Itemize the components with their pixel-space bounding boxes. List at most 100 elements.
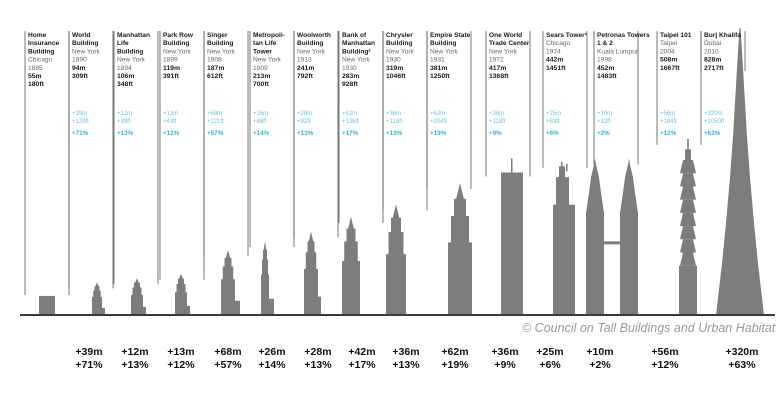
increase-ft: +39ft: [117, 119, 131, 125]
building-silhouette: [92, 282, 105, 315]
building-name: Building: [207, 40, 233, 47]
building-name: Building: [28, 48, 54, 55]
building-silhouette: [175, 273, 190, 315]
building-name: Building: [297, 40, 323, 47]
footer-increase: +320m+63%: [726, 346, 759, 371]
increase-pct: +6%: [546, 130, 559, 137]
building-name: Petronas Towers: [597, 32, 650, 39]
label-frame: [542, 31, 588, 168]
increase-ft: +83ft: [546, 119, 560, 125]
footer-increase-m: +28m: [304, 346, 331, 358]
building-city: New York: [207, 48, 236, 55]
footer-increase-m: +36m: [392, 346, 419, 358]
building-name: Park Row: [163, 32, 194, 39]
building-name: Insurance: [28, 40, 59, 47]
building-year: 1908: [207, 57, 222, 64]
building-silhouette: [221, 250, 240, 315]
increase-m: +320m: [704, 111, 723, 117]
increase-ft: +1050ft: [704, 119, 725, 125]
footer-increase-m: +62m: [441, 346, 468, 358]
increase-ft: +43ft: [163, 119, 177, 125]
building-silhouette: [131, 278, 146, 315]
building-name: Sears Tower¹: [546, 32, 587, 39]
footer-increase-pct: +13%: [121, 359, 149, 371]
building-height-m: 283m: [342, 73, 359, 80]
building-height-m: 213m: [253, 73, 270, 80]
increase-pct: +19%: [430, 130, 447, 137]
footer-increase: +26m+14%: [258, 346, 286, 371]
footer-increase: +25m+6%: [536, 346, 563, 371]
building-year: 1998: [597, 57, 612, 64]
footer-increase-m: +26m: [258, 346, 285, 358]
footer-increase-pct: +12%: [167, 359, 195, 371]
building-name: Building: [163, 40, 189, 47]
footer-increase: +12m+13%: [121, 346, 149, 371]
increase-ft: +118ft: [386, 119, 403, 125]
building-year: 1909: [253, 65, 268, 72]
increase-m: +56m: [660, 111, 675, 117]
building-silhouette: [386, 204, 406, 315]
building-height-m: 187m: [207, 65, 224, 72]
increase-pct: +9%: [489, 130, 502, 137]
increase-pct: +2%: [597, 130, 610, 137]
building-name: Manhattan: [117, 32, 150, 39]
building-height-m: 442m: [546, 57, 563, 64]
building-height-ft: 612ft: [207, 73, 224, 80]
label-frame: [68, 31, 114, 289]
footer-increase-pct: +6%: [539, 359, 561, 371]
footer-increase: +68m+57%: [214, 346, 242, 371]
increase-ft: +92ft: [297, 119, 311, 125]
building-height-ft: 391ft: [163, 73, 180, 80]
building-name: Woolworth: [297, 32, 331, 39]
increase-m: +42m: [342, 111, 357, 117]
footer-increase-m: +10m: [586, 346, 613, 358]
building-year: 1913: [297, 57, 312, 64]
label-frames: [24, 31, 746, 295]
building-name: Chrysler: [386, 32, 413, 39]
building-year: 1974: [546, 48, 561, 55]
increase-m: +36m: [489, 111, 504, 117]
building-height-m: 55m: [28, 73, 42, 80]
footer-increase: +42m+17%: [348, 346, 376, 371]
building-year: 1931: [430, 57, 445, 64]
footer-increase: +28m+13%: [304, 346, 332, 371]
footer-increase-m: +68m: [214, 346, 241, 358]
building-height-ft: 1250ft: [430, 73, 450, 80]
increase-m: +25m: [546, 111, 561, 117]
building-name: Manhattan: [342, 40, 375, 47]
building-height-m: 381m: [430, 65, 447, 72]
label-frame: [203, 31, 249, 257]
increase-m: +68m: [207, 111, 222, 117]
building-silhouette: [304, 231, 321, 315]
building-year: 1930: [342, 65, 357, 72]
building-year: 1890: [72, 57, 87, 64]
increase-m: +12m: [117, 111, 132, 117]
building-city: New York: [342, 57, 371, 64]
building-height-ft: 1667ft: [660, 65, 680, 72]
footer-increase-m: +36m: [491, 346, 518, 358]
label-frame: [593, 31, 639, 165]
building-name: Singer: [207, 32, 228, 39]
building-name: Burj Khalifa: [704, 32, 741, 39]
increase-pct: +13%: [117, 130, 134, 137]
increase-pct: +14%: [253, 130, 270, 137]
building-year: 2004: [660, 48, 675, 55]
building-labels: HomeInsuranceBuildingChicago188555m180ft…: [28, 32, 741, 137]
building-city: New York: [489, 48, 518, 55]
building-name: Metropoli-: [253, 32, 285, 39]
label-frame: [293, 31, 339, 238]
building-city: Dubai: [704, 40, 722, 47]
footer-increase-m: +42m: [348, 346, 375, 358]
label-frame: [485, 31, 531, 177]
label-frame: [700, 31, 746, 71]
